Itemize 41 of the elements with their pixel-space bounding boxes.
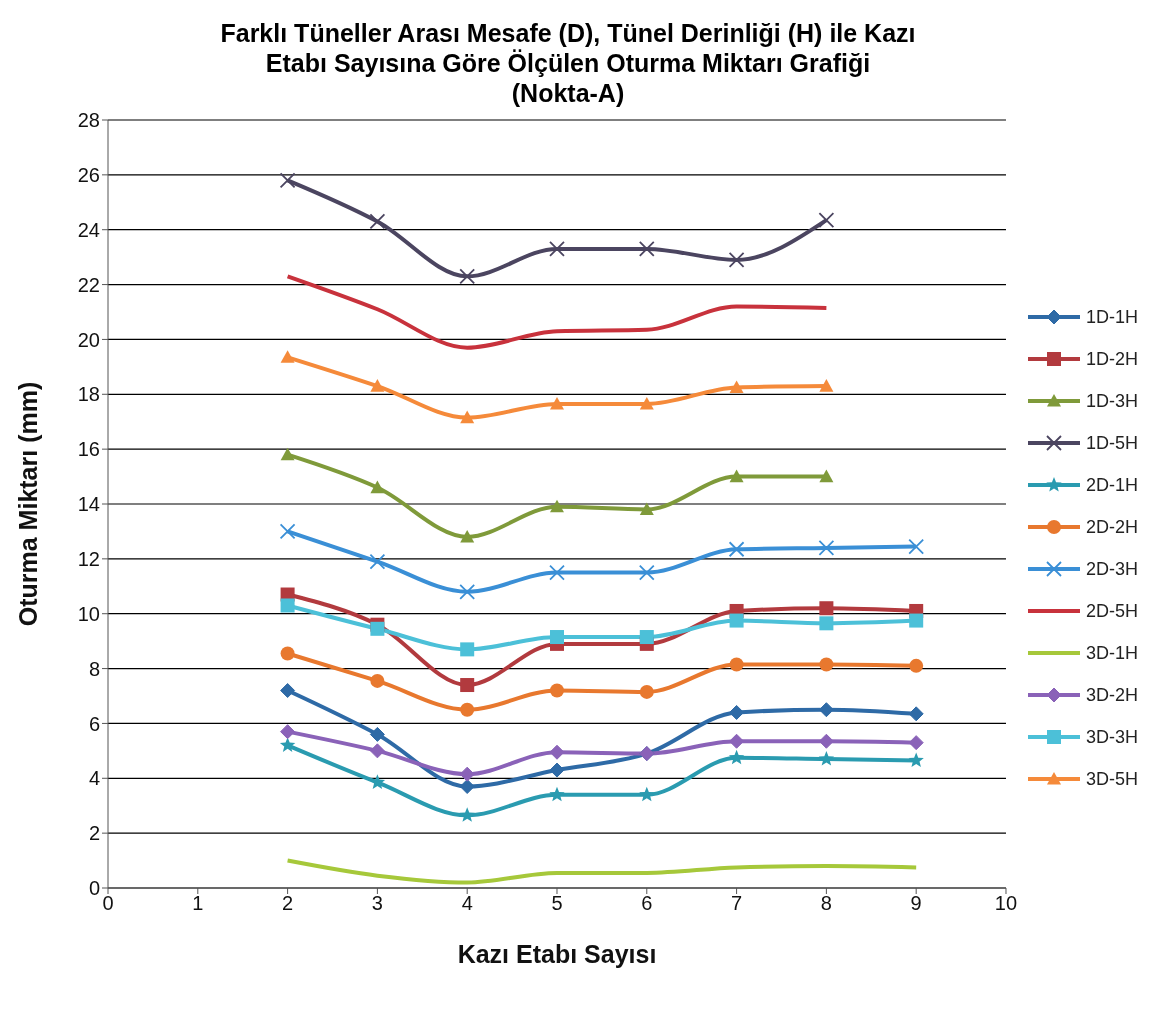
- legend-label: 2D-2H: [1085, 516, 1138, 538]
- legend-label: 3D-2H: [1085, 684, 1138, 706]
- y-tick-label: 26: [77, 163, 100, 186]
- y-tick-label: 0: [88, 877, 100, 900]
- legend-label: 1D-3H: [1085, 390, 1138, 412]
- x-tick-label: 8: [820, 892, 832, 915]
- legend-label: 2D-1H: [1085, 474, 1138, 496]
- chart-title: Farklı Tüneller Arası Mesafe (D), Tünel Derinliği (H) ile Kazı Etabı Sayısına Göre Ölçülen Oturma Miktarı Grafiği (Nokta-A): [219, 18, 917, 108]
- y-tick-label: 22: [77, 273, 100, 296]
- legend-label: 2D-5H: [1085, 600, 1138, 622]
- y-tick-label: 24: [77, 218, 100, 241]
- x-tick-label: 2: [282, 892, 294, 915]
- legend-label: 1D-5H: [1085, 432, 1138, 454]
- x-tick-label: 9: [910, 892, 922, 915]
- y-tick-label: 28: [77, 109, 100, 132]
- x-tick-label: 10: [994, 892, 1018, 915]
- x-tick-label: 6: [641, 892, 653, 915]
- x-tick-label: 1: [192, 892, 204, 915]
- x-tick-label: 7: [731, 892, 743, 915]
- legend-label: 2D-3H: [1085, 558, 1138, 580]
- x-tick-label: 5: [551, 892, 563, 915]
- x-tick-label: 3: [371, 892, 383, 915]
- legend-label: 1D-2H: [1085, 348, 1138, 370]
- y-tick-label: 18: [77, 383, 100, 406]
- y-tick-label: 2: [88, 822, 100, 845]
- x-axis-title: Kazı Etabı Sayısı: [457, 940, 657, 968]
- legend-label: 3D-5H: [1085, 768, 1138, 790]
- y-tick-label: 10: [77, 602, 100, 625]
- y-tick-label: 8: [88, 657, 100, 680]
- x-tick-label: 0: [102, 892, 114, 915]
- x-tick-label: 4: [461, 892, 473, 915]
- y-tick-label: 14: [77, 493, 100, 516]
- y-tick-label: 12: [77, 547, 100, 570]
- y-tick-label: 6: [88, 712, 100, 735]
- legend-label: 3D-1H: [1085, 642, 1138, 664]
- y-tick-label: 4: [88, 767, 100, 790]
- legend-label: 1D-1H: [1085, 306, 1138, 328]
- y-tick-label: 20: [77, 328, 100, 351]
- y-tick-label: 16: [77, 438, 100, 461]
- y-axis-title: Oturma Miktarı (mm): [13, 381, 42, 627]
- legend-label: 3D-3H: [1085, 726, 1138, 748]
